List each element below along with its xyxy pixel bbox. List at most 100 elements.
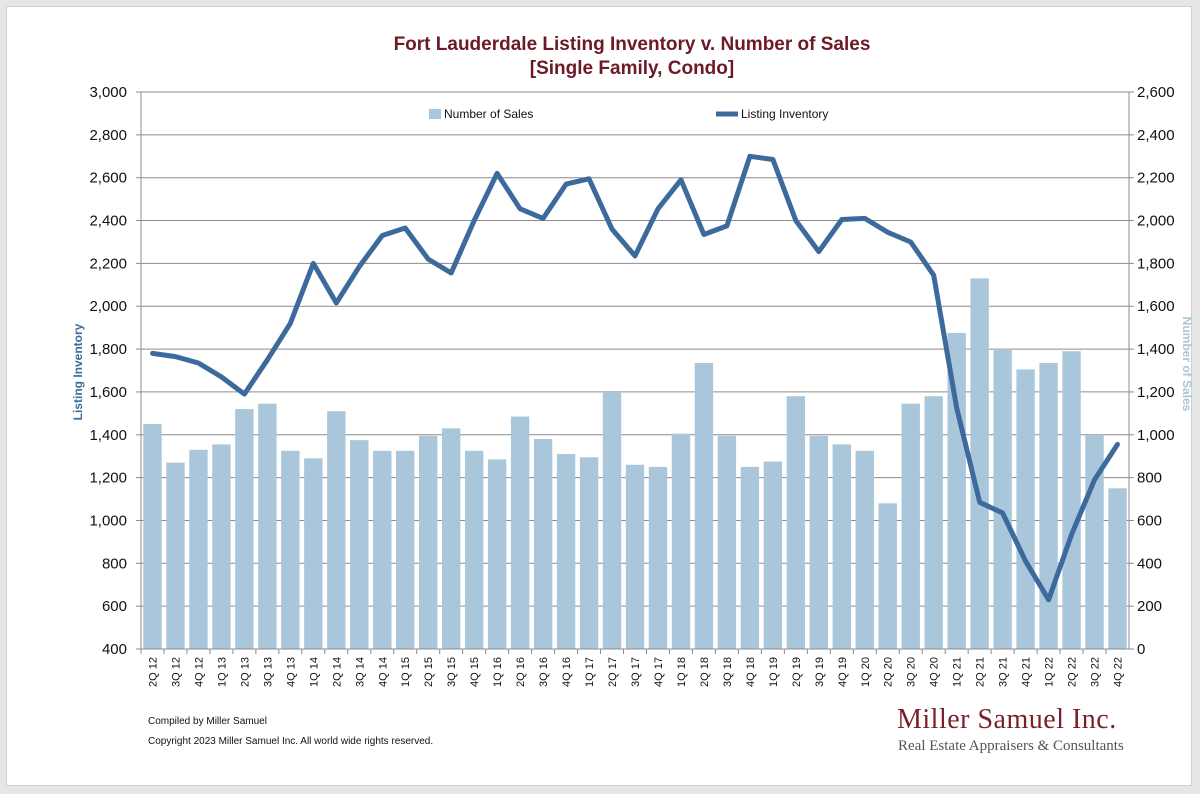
sales-bar (740, 466, 760, 649)
sales-bar (441, 428, 461, 649)
y-right-tick-label: 1,200 (1137, 384, 1175, 401)
y-left-tick-label: 600 (102, 598, 127, 615)
legend-swatch-sales (429, 109, 441, 119)
sales-bar (510, 416, 530, 649)
sales-bar (625, 464, 645, 649)
sales-bar (1062, 351, 1081, 649)
copyright-note: Copyright 2023 Miller Samuel Inc. All wo… (148, 736, 434, 747)
y-left-tick-label: 1,000 (89, 512, 127, 529)
sales-bar (396, 450, 415, 649)
sales-bar (924, 396, 943, 649)
x-tick-label: 2Q 22 (1067, 657, 1079, 687)
brand-logo-name: Miller Samuel Inc. (897, 704, 1117, 735)
sales-bar (648, 466, 668, 649)
x-tick-label: 2Q 12 (147, 657, 159, 687)
x-tick-label: 2Q 21 (975, 657, 987, 687)
sales-bar (189, 449, 208, 649)
x-tick-label: 4Q 12 (193, 657, 205, 687)
y-left-tick-label: 2,400 (89, 213, 127, 230)
x-tick-label: 3Q 22 (1090, 657, 1102, 687)
x-tick-label: 3Q 20 (906, 657, 918, 687)
x-tick-label: 1Q 15 (400, 657, 412, 687)
sales-bar (304, 458, 323, 649)
y-left-tick-label: 400 (102, 641, 127, 658)
x-tick-label: 1Q 18 (676, 657, 688, 687)
x-tick-label: 4Q 16 (561, 657, 573, 687)
x-tick-label: 1Q 22 (1044, 657, 1056, 687)
y-left-axis-title: Listing Inventory (71, 323, 85, 420)
y-right-tick-label: 600 (1137, 512, 1162, 529)
x-tick-label: 4Q 18 (745, 657, 757, 687)
sales-bar (212, 444, 231, 649)
sales-bar (327, 411, 346, 649)
y-right-tick-label: 0 (1137, 641, 1145, 658)
y-left-tick-label: 2,200 (89, 255, 127, 272)
x-tick-label: 1Q 19 (768, 657, 780, 687)
sales-bar (832, 444, 851, 649)
x-tick-label: 3Q 16 (538, 657, 550, 687)
y-left-tick-label: 2,600 (89, 170, 127, 187)
sales-bar (1108, 488, 1127, 649)
y-right-tick-label: 2,400 (1137, 127, 1175, 144)
x-tick-label: 4Q 22 (1113, 657, 1125, 687)
sales-bar (855, 450, 874, 649)
y-right-tick-label: 400 (1137, 555, 1162, 572)
sales-bar (281, 450, 300, 649)
x-tick-label: 1Q 17 (584, 657, 596, 687)
x-tick-label: 1Q 21 (952, 657, 964, 687)
sales-bar (602, 391, 622, 649)
x-tick-label: 3Q 19 (814, 657, 826, 687)
sales-bar (763, 461, 783, 649)
sales-bar (258, 403, 277, 649)
y-right-axis-title: Number of Sales (1180, 317, 1194, 412)
x-tick-label: 2Q 19 (791, 657, 803, 687)
sales-bar (717, 435, 737, 649)
y-right-tick-label: 800 (1137, 470, 1162, 487)
y-left-tick-label: 1,800 (89, 341, 127, 358)
sales-bar (533, 439, 553, 649)
y-right-tick-label: 1,600 (1137, 298, 1175, 315)
sales-bar (947, 333, 966, 649)
y-right-tick-label: 2,600 (1137, 84, 1175, 101)
brand-tagline: Real Estate Appraisers & Consultants (898, 738, 1124, 754)
chart-title: Fort Lauderdale Listing Inventory v. Num… (394, 34, 871, 55)
x-tick-label: 2Q 18 (699, 657, 711, 687)
x-tick-label: 2Q 13 (239, 657, 251, 687)
x-tick-label: 3Q 12 (170, 657, 182, 687)
x-tick-label: 4Q 15 (469, 657, 481, 687)
x-tick-label: 2Q 20 (883, 657, 895, 687)
y-left-tick-label: 1,200 (89, 470, 127, 487)
sales-bar (786, 396, 806, 649)
x-tick-label: 1Q 16 (492, 657, 504, 687)
x-tick-label: 2Q 17 (607, 657, 619, 687)
x-tick-label: 1Q 14 (308, 657, 320, 687)
sales-bar (1039, 363, 1058, 649)
legend-label-sales: Number of Sales (444, 107, 533, 121)
sales-bar (487, 459, 507, 649)
y-left-tick-label: 2,800 (89, 127, 127, 144)
sales-bar (350, 440, 369, 649)
x-tick-label: 2Q 14 (331, 657, 343, 687)
x-tick-label: 4Q 13 (285, 657, 297, 687)
sales-bar (878, 503, 897, 649)
legend-label-inventory: Listing Inventory (741, 107, 828, 121)
x-tick-label: 1Q 13 (216, 657, 228, 687)
y-right-tick-label: 1,400 (1137, 341, 1175, 358)
compiled-by-note: Compiled by Miller Samuel (148, 716, 267, 727)
y-left-tick-label: 2,000 (89, 298, 127, 315)
x-tick-label: 3Q 17 (630, 657, 642, 687)
y-right-tick-label: 2,000 (1137, 213, 1175, 230)
y-right-tick-label: 1,000 (1137, 427, 1175, 444)
sales-bar (556, 454, 576, 649)
sales-bar (166, 462, 185, 649)
x-tick-label: 2Q 15 (423, 657, 435, 687)
x-tick-label: 4Q 21 (1021, 657, 1033, 687)
y-left-tick-label: 1,400 (89, 427, 127, 444)
x-tick-label: 4Q 17 (653, 657, 665, 687)
x-tick-label: 4Q 14 (377, 657, 389, 687)
sales-bar (970, 278, 989, 649)
sales-bar (235, 409, 254, 649)
sales-bar (419, 435, 438, 649)
x-tick-label: 3Q 14 (354, 657, 366, 687)
sales-bar (464, 450, 484, 649)
